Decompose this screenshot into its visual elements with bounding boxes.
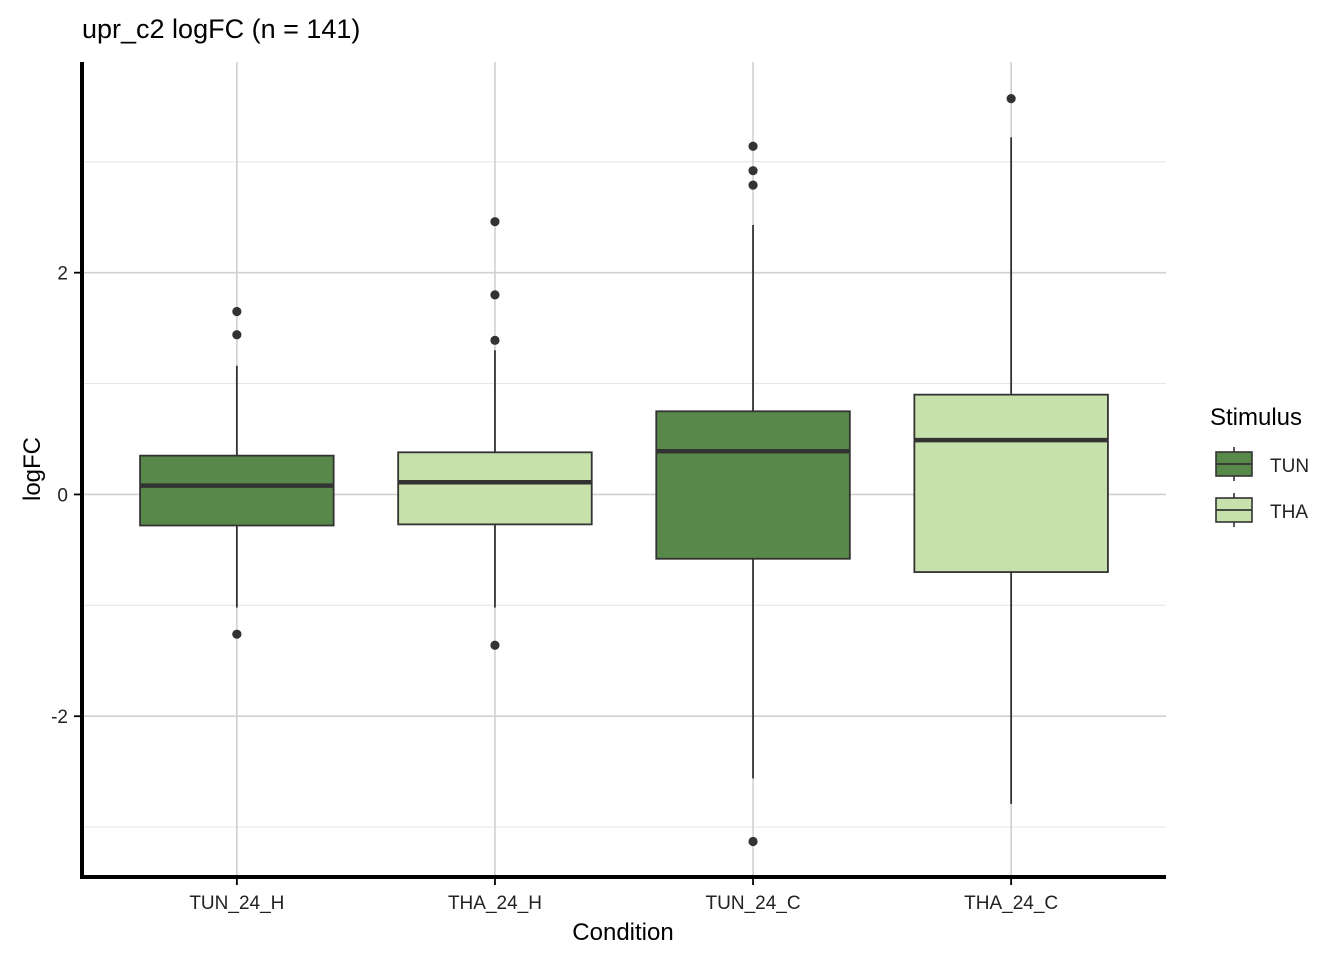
y-tick-label: -2 [51,707,68,728]
outlier-point [490,290,500,300]
boxes [139,93,1109,847]
outlier-point [748,180,758,190]
y-tick-label: 2 [57,264,68,285]
iqr-box [655,410,851,560]
legend-item-tun: TUN [1215,447,1309,481]
outlier-point [1006,93,1016,104]
outlier-point [490,335,500,345]
x-tick-label: THA_24_C [964,893,1058,914]
legend-item-tha: THA [1215,493,1308,527]
box-group [397,217,593,650]
iqr-box [139,454,335,527]
outlier-point [748,141,758,151]
legend-label: TUN [1270,456,1309,477]
x-tick-label: TUN_24_H [189,893,284,914]
iqr-box [913,393,1109,573]
x-tick-label: THA_24_H [448,893,542,914]
legend-label: THA [1270,502,1308,523]
y-tick-label: 0 [57,485,68,506]
outlier-point [490,217,500,227]
outlier-point [232,330,242,340]
legend-title: Stimulus [1210,404,1302,431]
y-axis-label: logFC [19,437,46,501]
box-group [139,306,335,639]
x-axis-label: Condition [572,919,673,946]
outlier-point [490,640,500,650]
outlier-point [232,629,242,639]
x-axis-ticks: TUN_24_H THA_24_H TUN_24_C THA_24_C [189,877,1058,914]
chart-title: upr_c2 logFC (n = 141) [82,14,360,44]
outlier-point [748,166,758,176]
legend: Stimulus TUN THA [1210,404,1309,527]
x-tick-label: TUN_24_C [706,893,801,914]
box-group [913,93,1109,804]
y-axis-ticks: -2 0 2 [51,264,82,728]
outlier-point [748,836,758,847]
box-group [655,141,851,847]
outlier-point [232,306,242,317]
iqr-box [397,451,593,526]
